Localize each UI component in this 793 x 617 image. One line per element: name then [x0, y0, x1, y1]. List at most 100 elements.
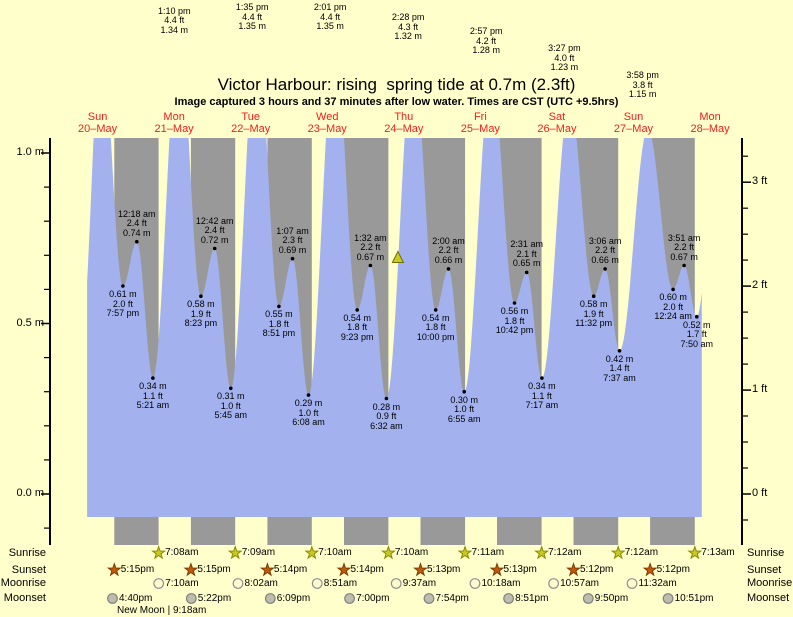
annotation-line: 0.72 m — [200, 234, 229, 245]
annotation-line: 12:24 am — [654, 311, 692, 322]
tide-point-dot — [617, 349, 622, 353]
moonset-time: 6:09pm — [276, 592, 311, 604]
sunset-star-icon — [642, 562, 658, 577]
annotation-line: 0.42 m — [605, 353, 634, 364]
moonrise-time: 11:32am — [638, 577, 677, 589]
moonrise-circle-icon — [626, 578, 638, 589]
day-label-weekday: Mon — [163, 111, 185, 123]
sunset-star-icon — [183, 562, 199, 577]
day-label-weekday: Tue — [241, 111, 260, 123]
tide-point-dot — [540, 376, 544, 380]
tide-point-dot — [368, 263, 373, 268]
day-label: Wed 23–May — [295, 111, 359, 135]
moonset-circle-icon — [344, 593, 356, 604]
page-title: Victor Harbour: rising spring tide at 0.… — [217, 75, 576, 94]
sunrise-star-icon — [380, 545, 396, 560]
moonrise-time: 9:37am — [402, 577, 437, 589]
top-tide-annotation: 2:57 pm 4.2 ft 1.28 m — [451, 26, 521, 56]
annotation-line: 0.66 m — [434, 254, 463, 265]
day-label-date: 28–May — [690, 122, 730, 135]
tide-annotation: 1:07 am 2.3 ft 0.69 m — [258, 225, 328, 256]
sunrise-time: 7:12am — [624, 547, 659, 558]
annotation-line: 0.65 m — [512, 258, 541, 269]
left-axis-label: 0.5 m — [16, 316, 44, 329]
moonrise-time: 8:51am — [323, 577, 358, 589]
annotation-line: 1.23 m — [550, 62, 579, 73]
annotation-line: 7:17 am — [525, 400, 559, 411]
annotation-line: 2.1 ft — [516, 248, 537, 259]
annotation-line: 0.34 m — [139, 381, 167, 392]
tide-annotation: 0.55 m 1.8 ft 8:51 pm — [244, 310, 314, 339]
annotation-line: 2:57 pm — [469, 26, 503, 36]
annotation-line: 1.0 ft — [298, 407, 319, 418]
annotation-line: 1:35 pm — [235, 2, 269, 13]
annotation-line: 0.56 m — [500, 306, 529, 316]
moonset-time: 7:00pm — [356, 592, 390, 604]
annotation-line: 0.34 m — [528, 381, 556, 392]
tide-annotation: 0.28 m 0.9 ft 6:32 am — [351, 402, 421, 432]
moonset-circle-icon — [423, 593, 435, 604]
current-time-marker — [391, 250, 405, 263]
top-tide-annotation: 3:27 pm 4.0 ft 1.23 m — [529, 44, 599, 73]
tide-annotation: 3:51 am 2.2 ft 0.67 m — [649, 232, 719, 263]
sunset-star-icon — [336, 562, 352, 577]
annotation-line: 1.1 ft — [531, 390, 552, 401]
sunrise-time: 7:09am — [241, 547, 276, 558]
left-axis-label: 0.0 m — [16, 487, 44, 499]
tide-point-dot — [603, 267, 607, 271]
tide-annotation: 1:32 am 2.2 ft 0.67 m — [335, 233, 405, 263]
moonset-time: 4:40pm — [119, 592, 153, 604]
moonset-circle-icon — [264, 593, 276, 604]
moonset-row-label-left: Moonset — [3, 592, 46, 604]
annotation-line: 2.2 ft — [595, 245, 616, 256]
annotation-line: 7:57 pm — [106, 308, 140, 318]
tide-point-dot — [199, 294, 203, 299]
sunset-time: 5:15pm — [197, 564, 231, 575]
annotation-line: 2:28 pm — [391, 12, 425, 23]
sunset-time: 5:15pm — [120, 564, 155, 575]
annotation-line: 0.30 m — [450, 394, 478, 405]
annotation-line: 3:06 am — [588, 235, 622, 246]
moonset-time: 10:51pm — [674, 592, 714, 604]
annotation-line: 4.0 ft — [554, 52, 575, 63]
annotation-line: 10:42 pm — [495, 325, 534, 335]
tide-point-dot — [290, 256, 295, 261]
annotation-line: 0.66 m — [591, 254, 619, 265]
annotation-line: 4.2 ft — [476, 35, 497, 46]
annotation-line: 1:07 am — [276, 225, 309, 236]
annotation-line: 3:51 am — [667, 232, 701, 243]
top-tide-annotation: 2:01 pm 4.4 ft 1.35 m — [295, 3, 365, 32]
moonrise-time: 10:18am — [481, 577, 521, 589]
top-tide-annotation: 3:58 pm 3.8 ft 1.15 m — [608, 71, 678, 100]
day-label: Fri 25–May — [448, 111, 512, 135]
moonset-time: 5:22pm — [197, 592, 232, 604]
sunrise-time: 7:11am — [471, 547, 505, 558]
annotation-line: 2:01 pm — [313, 2, 347, 13]
moonrise-circle-icon — [469, 578, 481, 589]
right-axis-label: 1 ft — [752, 383, 768, 396]
tide-annotation: 0.30 m 1.0 ft 6:55 am — [429, 394, 499, 425]
moonset-time: 9:50pm — [594, 592, 629, 604]
tide-annotation: 0.58 m 1.9 ft 8:23 pm — [166, 300, 236, 329]
tide-point-dot — [121, 284, 125, 288]
sunset-star-icon — [489, 562, 505, 577]
sunrise-star-icon — [687, 545, 703, 560]
top-tide-annotation: 1:35 pm 4.4 ft 1.35 m — [217, 3, 287, 32]
moonrise-row-label-right: Moonrise — [747, 577, 793, 589]
right-axis-label: 2 ft — [752, 279, 768, 292]
tide-point-dot — [462, 389, 467, 394]
tide-annotation: 0.42 m 1.4 ft 7:37 am — [585, 353, 655, 384]
tide-annotation: 0.54 m 1.8 ft 9:23 pm — [322, 313, 392, 343]
day-label-date: 27–May — [613, 122, 654, 135]
tide-annotation: 12:42 am 2.4 ft 0.72 m — [180, 216, 250, 246]
annotation-line: 9:23 pm — [340, 331, 374, 342]
tide-annotation: 3:06 am 2.2 ft 0.66 m — [570, 235, 640, 266]
day-label-date: 25–May — [460, 122, 500, 135]
annotation-line: 0.54 m — [421, 312, 450, 323]
day-label-date: 21–May — [154, 122, 194, 135]
tide-point-dot — [512, 301, 517, 305]
day-label: Sat 26–May — [525, 111, 589, 135]
annotation-line: 6:55 am — [447, 413, 481, 424]
annotation-line: 4.4 ft — [164, 15, 185, 26]
